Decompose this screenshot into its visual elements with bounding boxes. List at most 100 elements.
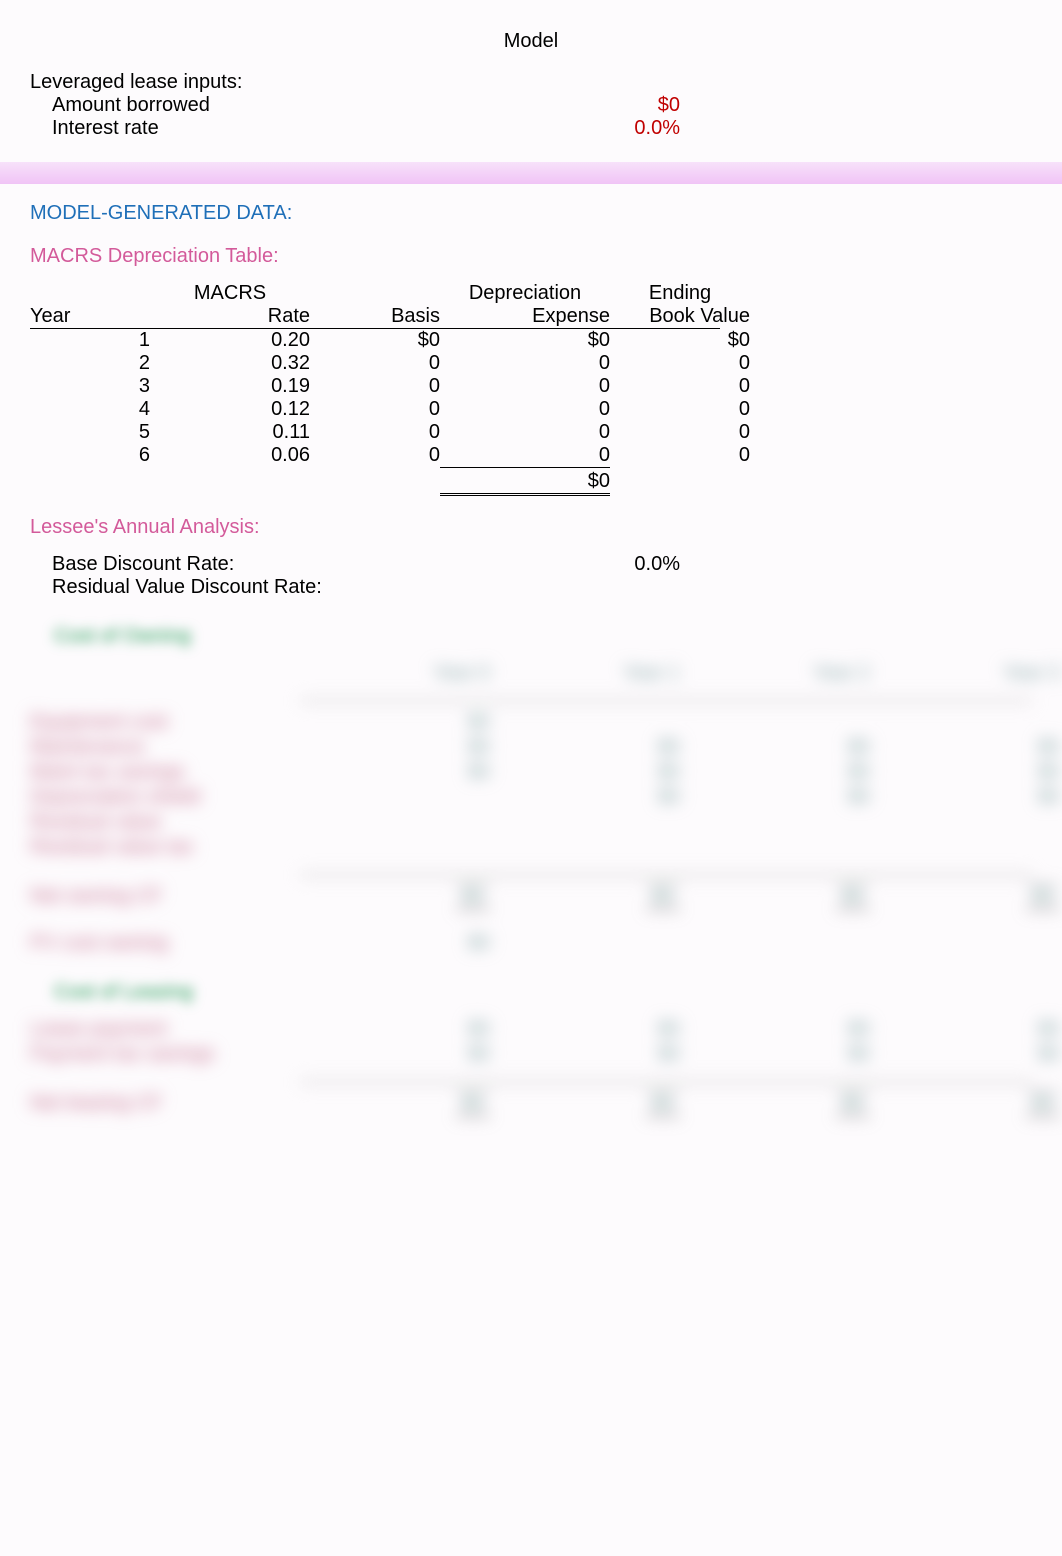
cell-dep: $0 bbox=[440, 329, 610, 352]
cell: $0 bbox=[870, 736, 1060, 759]
row-label: Residual value bbox=[30, 811, 300, 834]
cell: $0 bbox=[300, 761, 490, 784]
cell: $0 bbox=[456, 884, 490, 910]
cell-year: 5 bbox=[30, 421, 150, 444]
cell: $0 bbox=[836, 1091, 870, 1117]
cell-rate: 0.06 bbox=[150, 444, 310, 468]
cell: $0 bbox=[1026, 884, 1060, 910]
table-row: 5 0.11 0 0 0 bbox=[30, 421, 720, 444]
page-title: Model bbox=[30, 30, 1032, 53]
owning-table: Year 0 Year 1 Year 2 Year 3 Equipment co… bbox=[30, 662, 1032, 955]
row-label: Lease payment bbox=[30, 1018, 300, 1041]
cell-rate: 0.20 bbox=[150, 329, 310, 352]
cell: $0 bbox=[490, 736, 680, 759]
macrs-total: $0 bbox=[440, 470, 610, 496]
col-year: Year 1 bbox=[490, 662, 680, 685]
cell: $0 bbox=[870, 1043, 1060, 1066]
cell: $0 bbox=[490, 1043, 680, 1066]
cell-dep: 0 bbox=[440, 421, 610, 444]
inputs-header: Leveraged lease inputs: bbox=[30, 71, 370, 94]
cell: $0 bbox=[680, 1018, 870, 1041]
macrs-col-basis: Basis bbox=[310, 305, 440, 328]
table-row: 6 0.06 0 0 0 bbox=[30, 444, 720, 468]
macrs-title: MACRS Depreciation Table: bbox=[30, 245, 1032, 268]
cell: $0 bbox=[680, 786, 870, 809]
highlight-divider bbox=[0, 162, 1062, 184]
row-label: Maint tax savings bbox=[30, 761, 300, 784]
cell: $0 bbox=[680, 761, 870, 784]
row-label: Payment tax savings bbox=[30, 1043, 300, 1066]
cell: $0 bbox=[836, 884, 870, 910]
macrs-col-dep: Depreciation bbox=[440, 282, 610, 305]
cell-basis: 0 bbox=[310, 421, 440, 444]
macrs-col-macrs: MACRS bbox=[150, 282, 310, 305]
macrs-col-bookvalue: Book Value bbox=[610, 305, 750, 328]
cell-year: 1 bbox=[30, 329, 150, 352]
table-row: 4 0.12 0 0 0 bbox=[30, 398, 720, 421]
cell-year: 6 bbox=[30, 444, 150, 468]
resid-rate-value bbox=[450, 576, 680, 599]
amount-borrowed-label: Amount borrowed bbox=[30, 94, 370, 117]
cell-end: $0 bbox=[610, 329, 750, 352]
cell: $0 bbox=[300, 1043, 490, 1066]
cell: $0 bbox=[1026, 1091, 1060, 1117]
cell-end: 0 bbox=[610, 444, 750, 468]
cell: $0 bbox=[680, 1043, 870, 1066]
amount-borrowed-value: $0 bbox=[370, 94, 680, 117]
cell-rate: 0.12 bbox=[150, 398, 310, 421]
col-year: Year 3 bbox=[870, 662, 1060, 685]
leasing-table: Lease payment$0$0$0$0 Payment tax saving… bbox=[30, 1018, 1032, 1115]
resid-rate-label: Residual Value Discount Rate: bbox=[30, 576, 450, 599]
table-row: 3 0.19 0 0 0 bbox=[30, 375, 720, 398]
macrs-table: MACRS Depreciation Ending Year Rate Basi… bbox=[30, 282, 720, 496]
cell-basis: 0 bbox=[310, 352, 440, 375]
table-row: 2 0.32 0 0 0 bbox=[30, 352, 720, 375]
cell-rate: 0.19 bbox=[150, 375, 310, 398]
row-label: Maintenance bbox=[30, 736, 300, 759]
col-year: Year 2 bbox=[680, 662, 870, 685]
table-row: 1 0.20 $0 $0 $0 bbox=[30, 329, 720, 352]
inputs-section: Leveraged lease inputs: Amount borrowed … bbox=[30, 71, 1032, 140]
macrs-col-rate: Rate bbox=[150, 305, 310, 328]
cell: $0 bbox=[680, 736, 870, 759]
base-rate-value: 0.0% bbox=[450, 553, 680, 576]
cell-rate: 0.11 bbox=[150, 421, 310, 444]
cell-dep: 0 bbox=[440, 375, 610, 398]
cost-owning-header: Cost of Owning bbox=[54, 625, 1032, 648]
cell: $0 bbox=[300, 932, 490, 955]
cell: $0 bbox=[870, 761, 1060, 784]
cell-end: 0 bbox=[610, 352, 750, 375]
net-owning-label: Net owning CF bbox=[30, 885, 300, 908]
cell-basis: 0 bbox=[310, 375, 440, 398]
cell: $0 bbox=[646, 884, 680, 910]
base-rate-label: Base Discount Rate: bbox=[30, 553, 450, 576]
macrs-col-expense: Expense bbox=[440, 305, 610, 328]
row-label: Residual value tax bbox=[30, 836, 300, 859]
cost-leasing-header: Cost of Leasing bbox=[54, 981, 1032, 1004]
cell: $0 bbox=[490, 761, 680, 784]
cell-end: 0 bbox=[610, 398, 750, 421]
macrs-col-year: Year bbox=[30, 305, 150, 328]
macrs-col-end: Ending bbox=[610, 282, 750, 305]
cell: $0 bbox=[870, 1018, 1060, 1041]
cell: $0 bbox=[870, 786, 1060, 809]
col-year: Year 0 bbox=[300, 662, 490, 685]
row-label: Equipment cost bbox=[30, 711, 300, 734]
cell: $0 bbox=[456, 1091, 490, 1117]
net-leasing-label: Net leasing CF bbox=[30, 1092, 300, 1115]
cell-end: 0 bbox=[610, 421, 750, 444]
cell-dep: 0 bbox=[440, 352, 610, 375]
cell: $0 bbox=[490, 1018, 680, 1041]
model-generated-header: MODEL-GENERATED DATA: bbox=[30, 202, 1032, 225]
cell-dep: 0 bbox=[440, 398, 610, 421]
cell-year: 4 bbox=[30, 398, 150, 421]
cell-end: 0 bbox=[610, 375, 750, 398]
cell: $0 bbox=[300, 736, 490, 759]
cell-basis: 0 bbox=[310, 398, 440, 421]
cell-year: 3 bbox=[30, 375, 150, 398]
cell-basis: 0 bbox=[310, 444, 440, 468]
interest-rate-label: Interest rate bbox=[30, 117, 370, 140]
row-label: Depreciation shield bbox=[30, 786, 300, 809]
cell-basis: $0 bbox=[310, 329, 440, 352]
cell: $0 bbox=[490, 786, 680, 809]
